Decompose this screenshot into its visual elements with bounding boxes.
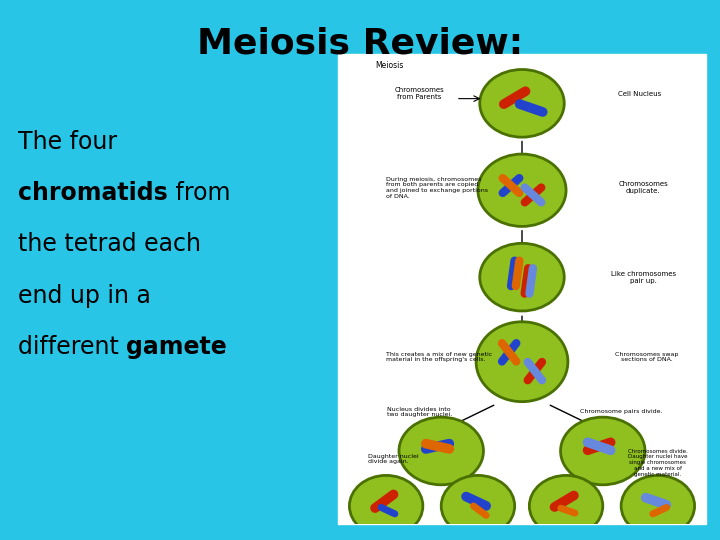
Text: Meiosis: Meiosis — [375, 61, 403, 70]
Text: gamete: gamete — [127, 335, 227, 359]
Text: chromatids: chromatids — [18, 181, 168, 205]
Text: Cell Nucleus: Cell Nucleus — [618, 91, 661, 97]
Text: the tetrad each: the tetrad each — [18, 232, 201, 256]
Ellipse shape — [478, 154, 566, 226]
Ellipse shape — [561, 417, 645, 485]
Ellipse shape — [529, 475, 603, 536]
Text: different: different — [18, 335, 127, 359]
Text: Like chromosomes
pair up.: Like chromosomes pair up. — [611, 271, 676, 284]
Text: Chromosomes
duplicate.: Chromosomes duplicate. — [618, 181, 668, 194]
Text: Nucleus divides into
two daughter nuclei.: Nucleus divides into two daughter nuclei… — [387, 407, 452, 417]
Text: Meiosis Review:: Meiosis Review: — [197, 27, 523, 61]
Ellipse shape — [480, 70, 564, 137]
Text: Chromosomes
from Parents: Chromosomes from Parents — [395, 87, 444, 100]
Text: Chromosomes divide.
Daughter nuclei have
single chromosomes
and a new mix of
gen: Chromosomes divide. Daughter nuclei have… — [628, 449, 688, 477]
Ellipse shape — [476, 322, 568, 402]
Text: Chromosomes swap
sections of DNA.: Chromosomes swap sections of DNA. — [615, 352, 678, 362]
Text: Daughter nuclei
divide again.: Daughter nuclei divide again. — [368, 454, 418, 464]
Text: Chromosome pairs divide.: Chromosome pairs divide. — [580, 409, 662, 415]
Text: end up in a: end up in a — [18, 284, 151, 307]
Ellipse shape — [480, 244, 564, 311]
Ellipse shape — [399, 417, 483, 485]
FancyBboxPatch shape — [338, 54, 706, 524]
Ellipse shape — [621, 475, 695, 536]
Ellipse shape — [349, 475, 423, 536]
Text: The four: The four — [18, 130, 117, 153]
Text: from: from — [168, 181, 230, 205]
Ellipse shape — [441, 475, 515, 536]
Text: During meiosis, chromosomes
from both parents are copied
and joined to exchange : During meiosis, chromosomes from both pa… — [386, 177, 488, 199]
Text: This creates a mix of new genetic
material in the offspring's cells.: This creates a mix of new genetic materi… — [386, 352, 492, 362]
